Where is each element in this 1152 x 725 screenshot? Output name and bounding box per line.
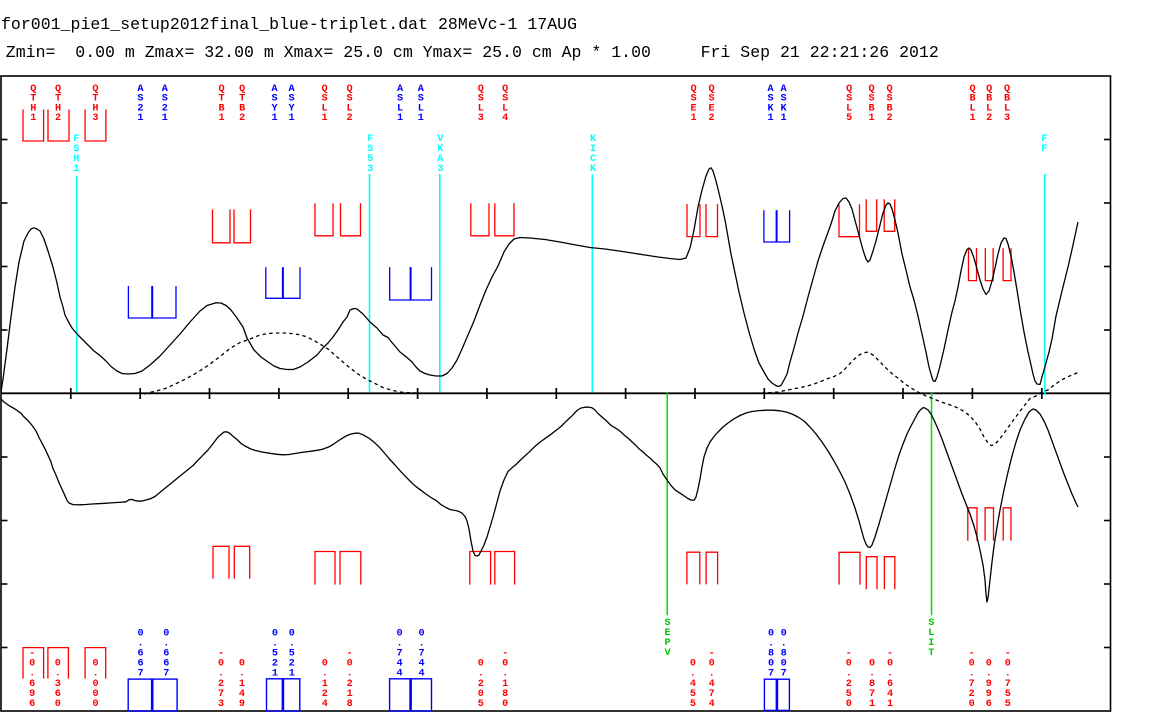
svg-text:0.807: 0.807: [781, 629, 787, 680]
svg-text:0.807: 0.807: [768, 629, 774, 680]
svg-text:0.455: 0.455: [690, 659, 696, 711]
svg-text:0.149: 0.149: [239, 659, 245, 711]
svg-text:-0.180: -0. 1 8 0: [502, 648, 508, 710]
svg-text:-0.755: -0. 7 5 5: [1005, 648, 1011, 710]
svg-text:FF: FF: [1041, 134, 1047, 155]
svg-text:-0.250: -0. 2 5 0: [846, 648, 852, 710]
svg-text:0.744: 0.744: [397, 629, 403, 680]
svg-text:0.000: 0.000: [92, 659, 98, 711]
svg-text:0.667: 0.667: [163, 629, 169, 680]
svg-text:for001_pie1_setup2012final_blu: for001_pie1_setup2012final_blue-triplet.…: [1, 15, 577, 34]
svg-text:-0.696: -0. 6 9 6: [29, 648, 35, 710]
svg-text:0.360: 0.360: [55, 659, 61, 711]
svg-text:-0.218: -0. 2 1 8: [347, 648, 353, 710]
svg-text:0.744: 0.744: [419, 629, 425, 680]
svg-text:0.667: 0.667: [138, 629, 144, 680]
svg-text:-0.641: -0. 6 4 1: [887, 648, 893, 710]
svg-text:-0.273: -0. 2 7 3: [218, 648, 224, 710]
svg-text:-0.474: -0. 4 7 4: [709, 648, 715, 710]
svg-text:0.521: 0.521: [289, 629, 295, 680]
svg-text:-0.720: -0. 7 2 0: [969, 648, 975, 710]
svg-text:0.996: 0.996: [986, 659, 992, 711]
svg-text:0.871: 0.871: [869, 659, 875, 711]
svg-text:0.521: 0.521: [272, 629, 278, 680]
svg-text:Zmin= 0.00 m Zmax= 32.00 m Xm: Zmin= 0.00 m Zmax= 32.00 m Xmax= 25.0 cm…: [6, 43, 939, 62]
svg-text:0.124: 0.124: [322, 659, 328, 711]
svg-text:0.205: 0.205: [478, 659, 484, 711]
